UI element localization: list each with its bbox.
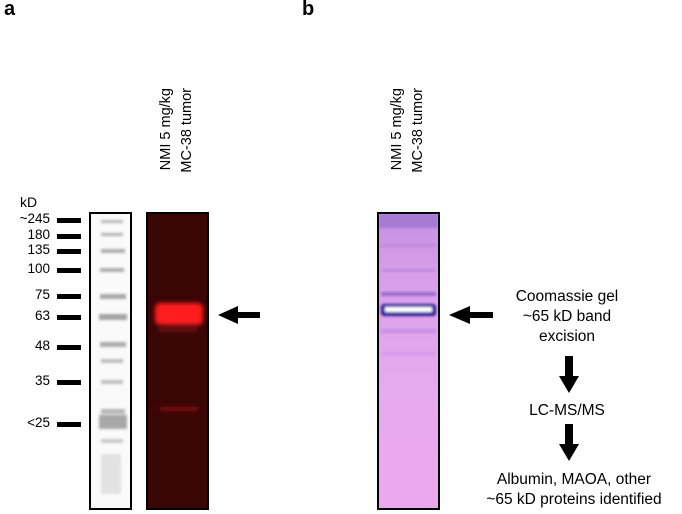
marker-label-25: <25 [27, 415, 50, 430]
workflow-step-identified: Albumin, MAOA, other ~65 kD proteins ide… [466, 470, 682, 510]
coomassie-bands [379, 214, 438, 355]
lane-label-a-1: NMI 5 mg/kg [158, 88, 174, 171]
marker-tick [57, 218, 81, 223]
workflow-step-coomassie: Coomassie gel ~65 kD band excision [482, 287, 652, 347]
workflow-step-lcms: LC-MS/MS [529, 402, 605, 419]
workflow-step-identified-line1: Albumin, MAOA, other [496, 471, 652, 488]
ladder-bands [99, 220, 127, 494]
coomassie-gel-lane [377, 212, 440, 510]
workflow-step-coomassie-line2: ~65 kD band [522, 308, 612, 325]
marker-tick [57, 234, 81, 239]
marker-tick [57, 422, 81, 427]
flow-arrow-down-icon [559, 356, 579, 393]
ladder-unit-label: kD [20, 194, 38, 210]
marker-tick [57, 345, 81, 350]
band-arrow-right-icon [449, 306, 493, 324]
panel-letter-b: b [302, 0, 315, 20]
panel-letter-a: a [4, 0, 16, 20]
marker-tick [57, 315, 81, 320]
marker-label-75: 75 [34, 287, 50, 302]
marker-tick [57, 380, 81, 385]
band-arrow-left-icon [218, 306, 260, 324]
marker-tick [57, 294, 81, 299]
marker-label-63: 63 [34, 308, 50, 323]
marker-label-48: 48 [34, 338, 50, 353]
marker-label-245: ~245 [19, 211, 50, 226]
marker-label-135: 135 [27, 242, 50, 257]
lane-label-a-2: MC-38 tumor [179, 88, 195, 173]
marker-label-100: 100 [27, 261, 50, 276]
workflow-step-coomassie-line3: excision [539, 328, 595, 345]
lane-label-b-1: NMI 5 mg/kg [389, 88, 405, 171]
marker-label-180: 180 [27, 227, 50, 242]
flow-arrow-down-icon [559, 424, 579, 461]
fluorescence-bands [155, 303, 203, 411]
workflow-step-identified-line2: ~65 kD proteins identified [486, 491, 662, 508]
marker-tick [57, 249, 81, 254]
lane-label-b-2: MC-38 tumor [410, 88, 426, 173]
ladder-lane-image [89, 212, 132, 510]
marker-tick [57, 268, 81, 273]
marker-label-35: 35 [34, 373, 50, 388]
workflow-step-coomassie-line1: Coomassie gel [515, 288, 619, 305]
fluorescence-gel-lane [146, 212, 209, 510]
